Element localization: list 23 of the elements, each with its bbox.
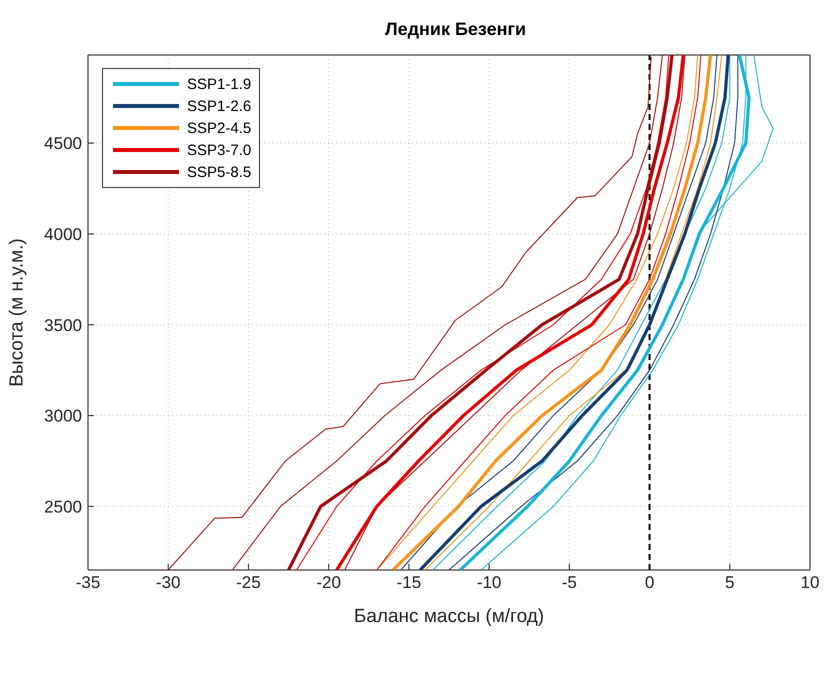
x-tick-label: 10: [800, 573, 820, 592]
legend-label: SSP1-2.6: [187, 98, 252, 114]
x-tick-label: -35: [76, 573, 100, 592]
x-tick-label: -30: [156, 573, 181, 592]
y-tick-label: 4000: [44, 224, 82, 244]
x-tick-label: -20: [316, 573, 341, 592]
y-tick-label: 4500: [44, 134, 82, 154]
x-tick-label: -5: [562, 573, 577, 592]
legend-label: SSP2-4.5: [187, 120, 252, 136]
chart-title: Ледник Безенги: [384, 18, 528, 41]
y-tick-label: 2500: [44, 497, 82, 516]
y-tick-label: 3000: [44, 406, 82, 426]
x-tick-label: -10: [476, 573, 502, 592]
x-tick-label: -15: [396, 573, 422, 592]
x-tick-label: 5: [725, 573, 735, 592]
legend-label: SSP1-1.9: [187, 76, 252, 92]
y-axis-title: Высота (м н.у.м.): [6, 238, 28, 387]
y-tick-label: 3500: [44, 316, 82, 335]
x-tick-label: -25: [236, 573, 261, 592]
legend-label: SSP3-7.0: [187, 142, 252, 158]
legend-label: SSP5-8.5: [187, 164, 252, 180]
x-axis-title: Баланс массы (м/год): [354, 606, 544, 627]
x-tick-label: 0: [644, 573, 654, 592]
